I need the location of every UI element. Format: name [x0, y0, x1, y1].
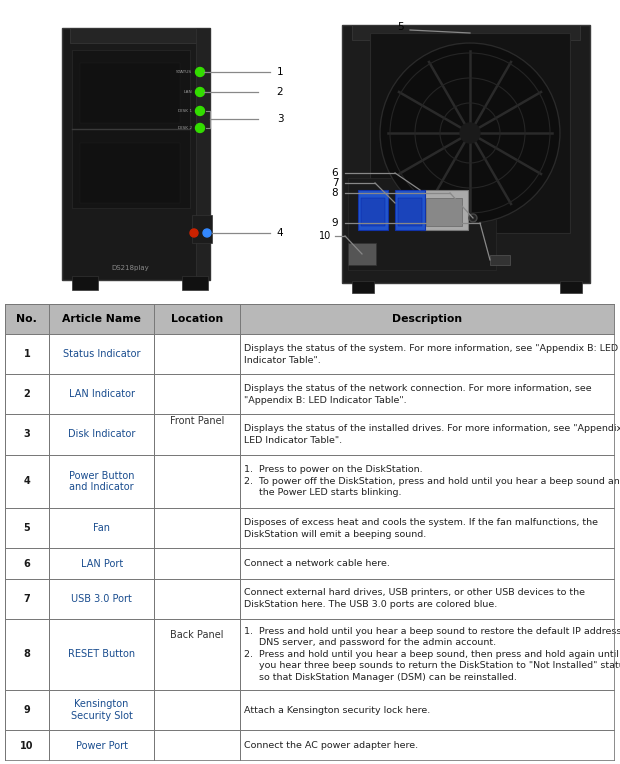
Text: Displays the status of the network connection. For more information, see
"Append: Displays the status of the network conne…: [244, 384, 591, 405]
Bar: [395, 190, 425, 230]
Circle shape: [460, 123, 480, 143]
Bar: [182, 276, 208, 290]
Bar: [5, 730, 615, 761]
Bar: [5, 414, 615, 455]
Bar: [352, 25, 580, 40]
Text: 9: 9: [24, 705, 30, 715]
Bar: [5, 455, 615, 508]
Text: 6: 6: [332, 168, 339, 178]
Bar: [560, 281, 582, 293]
Bar: [80, 143, 180, 203]
Text: No.: No.: [17, 314, 37, 324]
Bar: [342, 25, 590, 283]
Text: 1.  Press to power on the DiskStation.
2.  To power off the DiskStation, press a: 1. Press to power on the DiskStation. 2.…: [244, 465, 620, 497]
Bar: [398, 198, 422, 226]
Text: DS218play: DS218play: [111, 265, 149, 271]
Bar: [5, 374, 615, 414]
Circle shape: [195, 106, 205, 115]
Bar: [348, 243, 376, 265]
Bar: [358, 190, 388, 230]
Text: Location: Location: [171, 314, 223, 324]
Bar: [62, 28, 210, 280]
Text: Power Port: Power Port: [76, 740, 128, 750]
Bar: [196, 28, 210, 280]
Circle shape: [195, 67, 205, 76]
Bar: [72, 50, 190, 208]
Text: LAN Port: LAN Port: [81, 558, 123, 568]
Bar: [352, 281, 374, 293]
Text: Power Button
and Indicator: Power Button and Indicator: [69, 471, 135, 492]
Bar: [5, 549, 615, 578]
Bar: [348, 178, 496, 270]
Text: 8: 8: [332, 188, 339, 198]
Text: 7: 7: [24, 594, 30, 604]
Text: Article Name: Article Name: [62, 314, 141, 324]
Text: 1: 1: [277, 67, 283, 77]
Bar: [370, 33, 570, 233]
Text: 4: 4: [277, 228, 283, 238]
Text: 6: 6: [24, 558, 30, 568]
Text: 3: 3: [24, 429, 30, 439]
Text: 5: 5: [24, 523, 30, 533]
Circle shape: [471, 215, 476, 221]
Bar: [5, 304, 615, 335]
Text: 10: 10: [319, 231, 331, 241]
Text: 4: 4: [24, 477, 30, 487]
Text: USB 3.0 Port: USB 3.0 Port: [71, 594, 132, 604]
Text: STATUS: STATUS: [176, 70, 192, 74]
Bar: [5, 578, 615, 619]
Bar: [420, 190, 468, 230]
Text: Description: Description: [392, 314, 463, 324]
Text: 7: 7: [332, 178, 339, 188]
Text: DISK 2: DISK 2: [178, 126, 192, 130]
Circle shape: [380, 43, 560, 223]
Bar: [426, 198, 462, 226]
Bar: [72, 276, 98, 290]
Text: Status Indicator: Status Indicator: [63, 349, 140, 359]
Text: 1.  Press and hold until you hear a beep sound to restore the default IP address: 1. Press and hold until you hear a beep …: [244, 627, 620, 681]
Circle shape: [203, 229, 211, 237]
Circle shape: [195, 88, 205, 96]
Bar: [192, 215, 212, 243]
Text: 2: 2: [277, 87, 283, 97]
Text: Attach a Kensington security lock here.: Attach a Kensington security lock here.: [244, 706, 430, 714]
Text: Displays the status of the system. For more information, see "Appendix B: LED
In: Displays the status of the system. For m…: [244, 344, 618, 364]
Text: 8: 8: [24, 649, 30, 659]
Circle shape: [195, 124, 205, 132]
Bar: [490, 255, 510, 265]
Text: 9: 9: [332, 218, 339, 228]
Text: Fan: Fan: [93, 523, 110, 533]
Text: Kensington
Security Slot: Kensington Security Slot: [71, 699, 133, 721]
Text: Connect the AC power adapter here.: Connect the AC power adapter here.: [244, 741, 418, 750]
Bar: [5, 508, 615, 549]
Text: 2: 2: [24, 390, 30, 400]
Circle shape: [190, 229, 198, 237]
Text: Disposes of excess heat and cools the system. If the fan malfunctions, the
DiskS: Disposes of excess heat and cools the sy…: [244, 518, 598, 539]
Text: DISK 1: DISK 1: [178, 109, 192, 113]
Text: Displays the status of the installed drives. For more information, see "Appendix: Displays the status of the installed dri…: [244, 424, 620, 445]
Bar: [5, 619, 615, 690]
Bar: [5, 690, 615, 730]
Bar: [5, 335, 615, 374]
Bar: [361, 198, 385, 226]
Text: Connect external hard drives, USB printers, or other USB devices to the
DiskStat: Connect external hard drives, USB printe…: [244, 588, 585, 609]
Text: LAN: LAN: [184, 90, 192, 94]
Text: 1: 1: [24, 349, 30, 359]
Circle shape: [469, 214, 477, 222]
Text: Disk Indicator: Disk Indicator: [68, 429, 135, 439]
Bar: [80, 63, 180, 123]
Text: 10: 10: [20, 740, 33, 750]
Text: 5: 5: [397, 22, 404, 32]
Text: Front Panel: Front Panel: [170, 416, 224, 426]
Bar: [70, 28, 200, 43]
Text: Connect a network cable here.: Connect a network cable here.: [244, 559, 389, 568]
Text: 3: 3: [277, 115, 283, 125]
Text: Back Panel: Back Panel: [170, 630, 224, 639]
Text: LAN Indicator: LAN Indicator: [69, 390, 135, 400]
Text: RESET Button: RESET Button: [68, 649, 135, 659]
